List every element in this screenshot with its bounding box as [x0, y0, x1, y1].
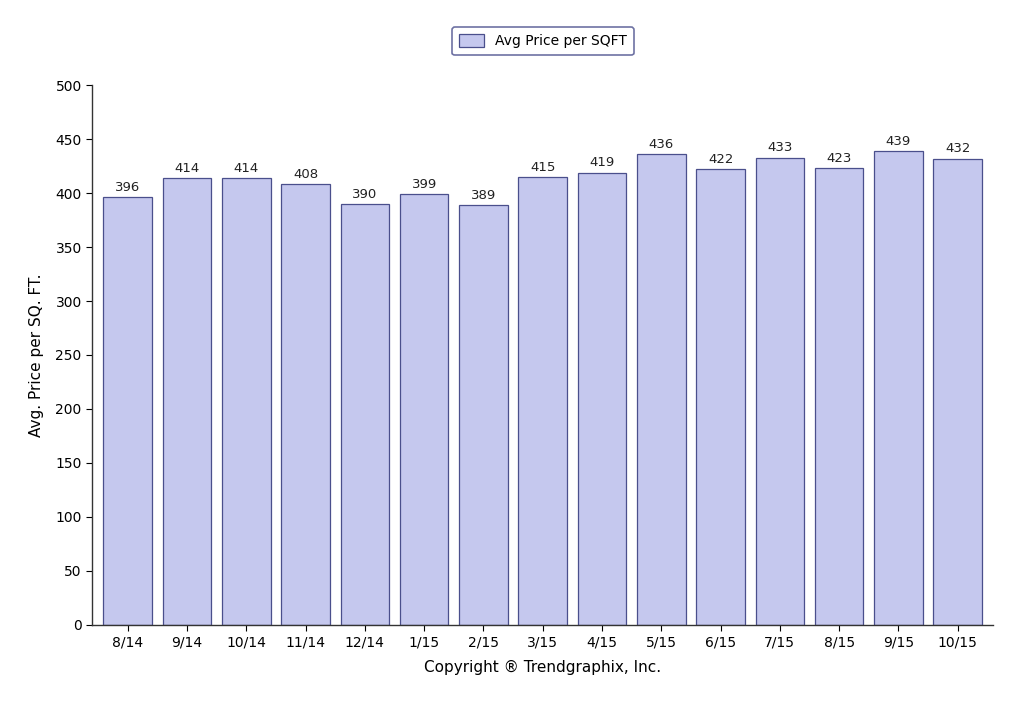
- Bar: [341, 204, 389, 625]
- Y-axis label: Avg. Price per SQ. FT.: Avg. Price per SQ. FT.: [30, 273, 44, 437]
- Bar: [399, 195, 449, 625]
- Text: 415: 415: [530, 160, 555, 174]
- Bar: [815, 168, 863, 625]
- Bar: [874, 151, 923, 625]
- Bar: [696, 170, 744, 625]
- Bar: [222, 178, 270, 625]
- Bar: [756, 158, 804, 625]
- Bar: [578, 173, 627, 625]
- Bar: [459, 205, 508, 625]
- Text: 432: 432: [945, 142, 971, 155]
- Text: 433: 433: [767, 141, 793, 154]
- Text: 389: 389: [471, 189, 496, 202]
- Bar: [637, 154, 686, 625]
- X-axis label: Copyright ® Trendgraphix, Inc.: Copyright ® Trendgraphix, Inc.: [424, 660, 662, 675]
- Text: 422: 422: [708, 153, 733, 166]
- Bar: [518, 177, 567, 625]
- Text: 439: 439: [886, 135, 911, 148]
- Text: 419: 419: [590, 156, 614, 170]
- Bar: [934, 158, 982, 625]
- Text: 414: 414: [233, 162, 259, 175]
- Text: 436: 436: [648, 138, 674, 151]
- Text: 399: 399: [412, 178, 437, 191]
- Text: 390: 390: [352, 187, 378, 201]
- Text: 414: 414: [174, 162, 200, 175]
- Text: 423: 423: [826, 152, 852, 165]
- Bar: [103, 197, 152, 625]
- Legend: Avg Price per SQFT: Avg Price per SQFT: [452, 28, 634, 55]
- Bar: [163, 178, 211, 625]
- Text: 408: 408: [293, 168, 318, 181]
- Text: 396: 396: [115, 181, 140, 195]
- Bar: [282, 185, 330, 625]
